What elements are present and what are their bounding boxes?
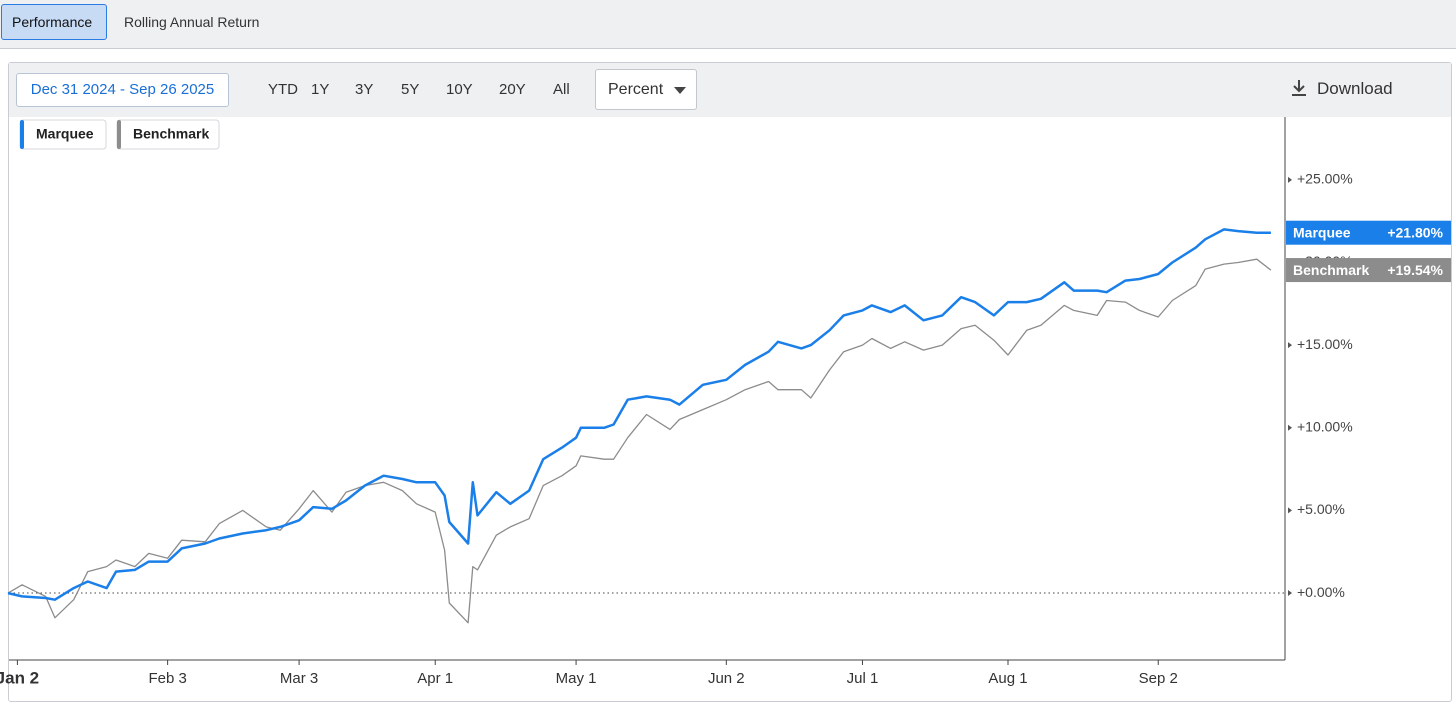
- legend-item[interactable]: Benchmark: [116, 119, 220, 150]
- range-button[interactable]: 5Y: [401, 81, 420, 98]
- download-label: Download: [1317, 79, 1393, 98]
- unit-label: Percent: [608, 81, 664, 98]
- y-tick-mark: [1288, 507, 1292, 514]
- download-button[interactable]: Download: [1292, 79, 1393, 99]
- end-label: Benchmark +19.54%: [1286, 258, 1451, 283]
- tab[interactable]: Rolling Annual Return: [124, 14, 260, 30]
- end-label-value: +19.54%: [1387, 262, 1443, 278]
- x-tick-label: Apr 1: [417, 670, 453, 687]
- tab[interactable]: Performance: [1, 4, 107, 40]
- y-tick-label: +25.00%: [1297, 171, 1353, 187]
- y-tick-label: +10.00%: [1297, 418, 1353, 434]
- plot-background: [9, 117, 1451, 699]
- legend-label: Marquee: [36, 126, 94, 142]
- series-line: [7, 258, 1272, 624]
- x-tick-label: Feb 3: [148, 670, 186, 687]
- date-range-button[interactable]: Dec 31 2024 - Sep 26 2025: [16, 73, 229, 107]
- y-tick-mark: [1288, 342, 1292, 349]
- y-tick-mark: [1288, 424, 1292, 431]
- end-label-box: [1286, 258, 1451, 283]
- tab-bar: Performance Rolling Annual Return: [0, 0, 1456, 49]
- range-button[interactable]: 1Y: [311, 81, 330, 98]
- end-label: Marquee +21.80%: [1286, 220, 1451, 245]
- range-button[interactable]: All: [553, 81, 570, 98]
- end-label-value: +21.80%: [1387, 224, 1443, 240]
- x-tick-label: Aug 1: [988, 670, 1027, 687]
- download-icon: [1292, 80, 1306, 96]
- x-tick-label: Jul 1: [847, 670, 879, 687]
- legend-swatch: [117, 120, 121, 149]
- legend-item[interactable]: Marquee: [19, 119, 107, 150]
- range-button[interactable]: 3Y: [355, 81, 374, 98]
- range-button[interactable]: 20Y: [499, 81, 526, 98]
- toolbar: Dec 31 2024 - Sep 26 2025 YTD 1Y 3Y 5Y 10Y 20…: [9, 63, 1451, 118]
- y-tick-label: +0.00%: [1297, 584, 1345, 600]
- y-tick-mark: [1288, 590, 1292, 597]
- x-tick-label: May 1: [556, 670, 597, 687]
- range-button[interactable]: 10Y: [446, 81, 473, 98]
- legend-swatch: [20, 120, 24, 149]
- x-tick-label: Jan 2: [0, 668, 39, 687]
- unit-dropdown[interactable]: Percent: [595, 69, 697, 110]
- series-line: [7, 228, 1271, 601]
- y-tick-mark: [1288, 176, 1292, 183]
- legend-label: Benchmark: [133, 126, 209, 142]
- end-label-name: Benchmark: [1293, 262, 1369, 278]
- y-tick-label: +15.00%: [1297, 336, 1353, 352]
- end-label-box: [1286, 220, 1451, 245]
- dropdown-caret: [674, 87, 686, 94]
- x-tick-label: Sep 2: [1139, 670, 1178, 687]
- x-tick-label: Mar 3: [280, 670, 318, 687]
- x-tick-label: Jun 2: [708, 670, 745, 687]
- range-button[interactable]: YTD: [268, 81, 298, 98]
- y-tick-label: +5.00%: [1297, 501, 1345, 517]
- end-label-name: Marquee: [1293, 224, 1351, 240]
